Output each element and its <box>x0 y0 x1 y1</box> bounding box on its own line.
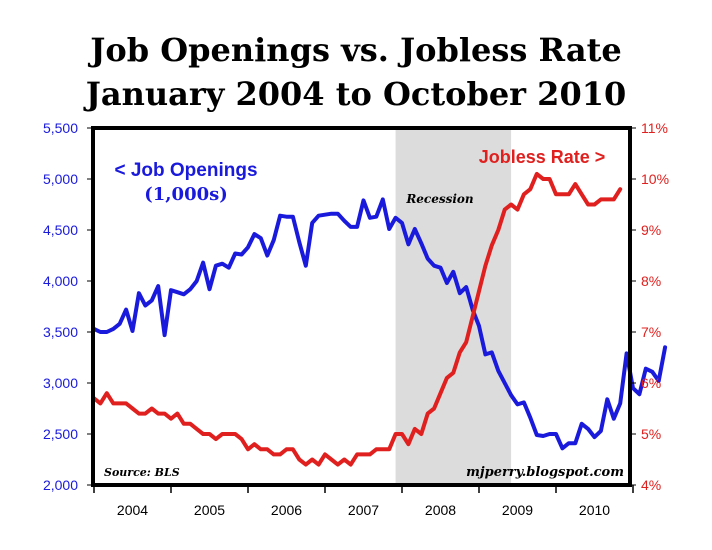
jobless-rate-label: Jobless Rate > <box>479 147 606 167</box>
left-tick-label: 4,500 <box>43 222 78 238</box>
x-tick-label: 2005 <box>194 502 225 518</box>
right-tick-label: 5% <box>641 426 661 442</box>
right-tick-label: 4% <box>641 477 661 493</box>
plot-frame <box>91 126 632 487</box>
right-tick-label: 6% <box>641 375 661 391</box>
recession-band <box>395 128 512 485</box>
job-openings-sublabel: (1,000s) <box>144 184 228 205</box>
job-openings-label: < Job Openings <box>114 160 257 181</box>
x-tick-label: 2004 <box>117 502 148 518</box>
left-tick-label: 5,500 <box>43 120 78 136</box>
chart-title: Job Openings vs. Jobless Rate January 20… <box>0 28 712 116</box>
series-line-jobless-rate <box>92 171 623 467</box>
credit-label: mjperry.blogspot.com <box>466 465 624 480</box>
right-tick-label: 10% <box>641 171 669 187</box>
left-tick-label: 4,000 <box>43 273 78 289</box>
left-tick-label: 2,500 <box>43 426 78 442</box>
title-line-1: Job Openings vs. Jobless Rate <box>90 31 622 69</box>
right-tick-label: 9% <box>641 222 661 238</box>
left-tick-label: 3,500 <box>43 324 78 340</box>
source-label: Source: BLS <box>104 466 180 479</box>
x-tick-label: 2006 <box>271 502 302 518</box>
recession-label: Recession <box>405 192 473 206</box>
title-line-2: January 2004 to October 2010 <box>85 75 627 113</box>
x-tick-label: 2010 <box>579 502 610 518</box>
left-tick-label: 2,000 <box>43 477 78 493</box>
right-tick-label: 8% <box>641 273 661 289</box>
series-line-job-openings <box>92 197 668 451</box>
left-tick-label: 3,000 <box>43 375 78 391</box>
x-tick-label: 2008 <box>425 502 456 518</box>
right-tick-label: 7% <box>641 324 661 340</box>
left-tick-label: 5,000 <box>43 171 78 187</box>
x-tick-label: 2009 <box>502 502 533 518</box>
x-tick-label: 2007 <box>348 502 379 518</box>
right-tick-label: 11% <box>641 120 668 136</box>
